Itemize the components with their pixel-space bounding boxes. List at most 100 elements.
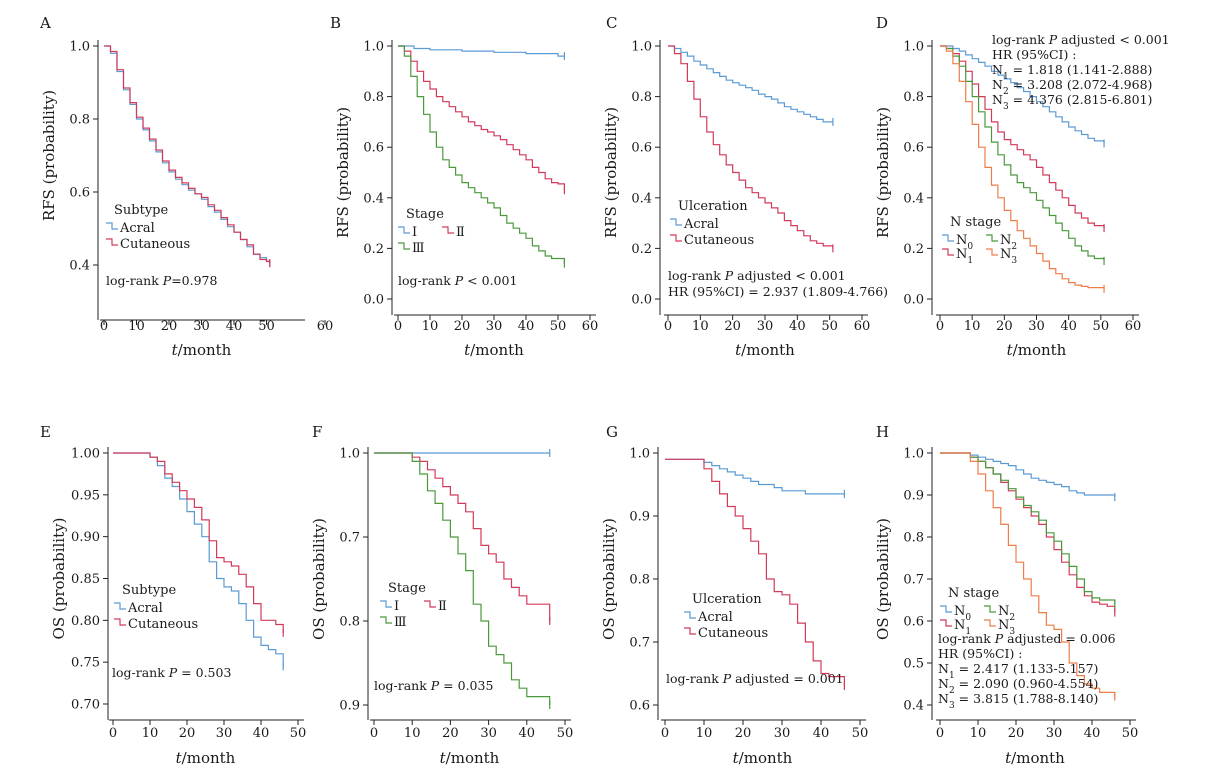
legend-swatch <box>398 242 410 250</box>
annotation-text: log-rank P=0.978 <box>106 273 218 288</box>
x-tick-label: 10 <box>142 726 159 741</box>
y-tick-label: 0.4 <box>903 699 924 714</box>
x-tick-label: 30 <box>216 726 233 741</box>
legend-entry: Ⅱ <box>456 225 465 240</box>
series-line-N2 <box>940 45 1105 262</box>
x-tick-label: 40 <box>813 726 830 741</box>
y-tick-label: 1.0 <box>339 447 360 462</box>
series-line-Ⅱ <box>398 45 565 191</box>
panel-letter: A <box>39 14 51 32</box>
series-line-Acral <box>668 45 833 123</box>
x-tick-label: 30 <box>480 726 497 741</box>
x-axis-label: t/month <box>464 341 524 359</box>
legend-entry: N1 <box>956 247 973 266</box>
x-tick-label: 20 <box>454 319 471 334</box>
x-tick-label: 20 <box>179 726 196 741</box>
annotation-text: N2 = 3.208 (2.072-4.968) <box>992 77 1152 97</box>
x-tick-label: 30 <box>193 319 210 334</box>
annotation-text: N3 = 3.815 (1.788-8.140) <box>938 691 1098 711</box>
panel-letter: D <box>876 14 888 32</box>
legend-swatch <box>942 248 954 256</box>
y-tick-label: 0.70 <box>71 698 100 713</box>
x-tick-label: 0 <box>370 726 378 741</box>
y-tick-label: 0.6 <box>629 699 650 714</box>
series-line-N0 <box>940 452 1116 498</box>
x-tick-label: 60 <box>854 319 871 334</box>
y-tick-label: 0.0 <box>363 293 384 308</box>
x-tick-label: 60 <box>1125 319 1142 334</box>
y-tick-label: 0.9 <box>903 489 924 504</box>
legend-entry: N0 <box>954 604 971 623</box>
x-axis-label: t/month <box>1007 341 1067 359</box>
legend-swatch <box>940 605 952 613</box>
series-line-Acral <box>665 458 845 495</box>
y-tick-label: 0.6 <box>69 186 90 201</box>
legend-swatch <box>106 238 118 246</box>
x-tick-label: 20 <box>724 319 741 334</box>
series-line-Cutaneous <box>665 458 845 687</box>
x-tick-label: 50 <box>821 319 838 334</box>
series-line-N2 <box>940 452 1116 605</box>
panel-letter: F <box>312 423 322 441</box>
legend-swatch <box>380 616 392 624</box>
x-tick-label: 10 <box>422 319 439 334</box>
x-axis-label: t/month <box>1005 749 1065 767</box>
y-tick-label: 0.5 <box>903 657 924 672</box>
y-tick-label: 0.7 <box>629 636 650 651</box>
x-tick-label: 40 <box>1060 319 1077 334</box>
legend-entry: Ⅰ <box>412 225 417 240</box>
y-tick-label: 0.9 <box>339 699 360 714</box>
legend-swatch <box>398 226 410 234</box>
y-tick-label: 0.2 <box>631 242 652 257</box>
y-tick-label: 0.8 <box>339 615 360 630</box>
x-tick-label: 40 <box>518 319 535 334</box>
y-axis-label: OS (probability) <box>600 518 618 640</box>
series-line-N1 <box>940 45 1105 229</box>
legend-entry: Ⅱ <box>438 599 447 614</box>
x-tick-label: 0 <box>664 319 672 334</box>
x-tick-label: 50 <box>258 319 275 334</box>
y-tick-label: 0.6 <box>363 141 384 156</box>
legend-entry: Ⅲ <box>412 241 425 256</box>
y-axis-label: RFS (probability) <box>602 107 620 238</box>
annotation-text: log-rank P adjusted = 0.006 <box>938 631 1116 646</box>
legend-entry: Acral <box>127 601 163 616</box>
panel-letter: E <box>40 423 51 441</box>
y-tick-label: 0.8 <box>631 90 652 105</box>
series-line-N3 <box>940 45 1105 289</box>
legend-title: N stage <box>950 215 1001 230</box>
panel-G: G 0.6 0.7 0.8 0.9 1.0 0 10 20 30 40 50 t/month OS (pr… <box>600 423 868 767</box>
series-line-N3 <box>940 452 1116 697</box>
legend-swatch <box>114 618 126 626</box>
panel-letter: G <box>606 423 618 441</box>
legend-title: Subtype <box>114 203 168 218</box>
series-line-Ⅲ <box>374 452 551 705</box>
legend-swatch <box>424 600 436 608</box>
legend-swatch <box>670 218 682 226</box>
series-line-Cutaneous <box>668 45 834 249</box>
y-tick-label: 1.0 <box>631 40 652 55</box>
panel-F: F 0.9 0.8 0.7 1.0 0 10 20 30 40 50 t/month OS (proba… <box>310 423 573 767</box>
x-tick-label: 50 <box>1122 726 1139 741</box>
x-tick-label: 30 <box>774 726 791 741</box>
x-tick-label: 20 <box>996 319 1013 334</box>
y-tick-label: 0.8 <box>629 573 650 588</box>
y-tick-label: 0.4 <box>631 191 652 206</box>
y-axis-label: OS (probability) <box>310 518 328 640</box>
x-tick-label: 0 <box>936 726 944 741</box>
x-tick-label: 20 <box>161 319 178 334</box>
legend-entry: N3 <box>1000 247 1017 266</box>
x-tick-label: 50 <box>557 726 574 741</box>
annotation-text: log-rank P adjusted < 0.001 <box>992 32 1170 47</box>
x-axis-label: t/month <box>735 341 795 359</box>
series-line-Ⅱ <box>374 452 551 621</box>
legend-swatch <box>986 234 998 242</box>
legend-entry: Cutaneous <box>128 617 198 632</box>
legend-swatch <box>984 605 996 613</box>
panel-letter: H <box>876 423 889 441</box>
legend-swatch <box>684 611 696 619</box>
x-axis-label: t/month <box>172 341 232 359</box>
annotation-text: log-rank P adjusted < 0.001 <box>668 268 846 283</box>
